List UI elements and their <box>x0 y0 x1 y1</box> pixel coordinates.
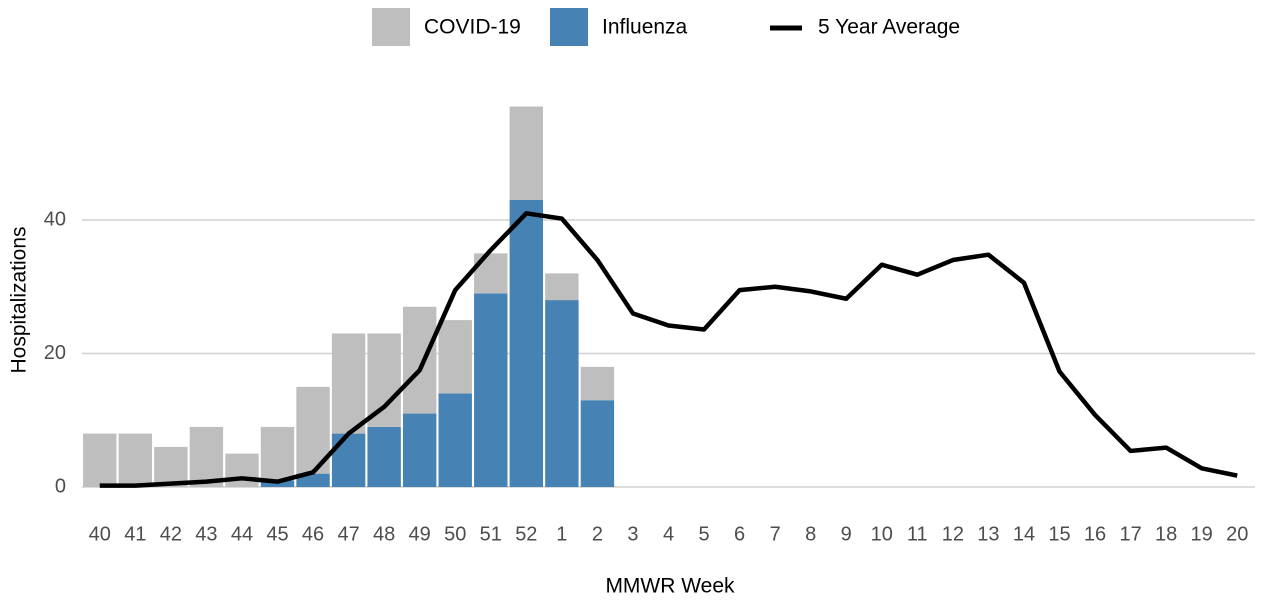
x-tick-label: 40 <box>89 523 111 545</box>
legend-swatch <box>372 8 410 46</box>
x-tick-label: 6 <box>734 523 745 545</box>
x-tick-label: 5 <box>698 523 709 545</box>
legend-swatch <box>550 8 588 46</box>
x-tick-label: 47 <box>337 523 359 545</box>
x-tick-label: 3 <box>627 523 638 545</box>
x-tick-label: 7 <box>770 523 781 545</box>
bar <box>331 333 366 434</box>
y-tick-label: 20 <box>44 342 66 364</box>
x-tick-label: 19 <box>1191 523 1213 545</box>
x-tick-label: 1 <box>556 523 567 545</box>
x-tick-label: 18 <box>1155 523 1177 545</box>
legend-label: 5 Year Average <box>818 16 960 39</box>
y-tick-label: 40 <box>44 208 66 230</box>
x-tick-label: 43 <box>195 523 217 545</box>
bar <box>118 433 153 487</box>
x-tick-label: 50 <box>444 523 466 545</box>
legend-label: Influenza <box>602 16 688 39</box>
x-tick-label: 46 <box>302 523 324 545</box>
bar <box>545 273 579 301</box>
x-tick-label: 14 <box>1013 523 1035 545</box>
bar <box>545 300 579 487</box>
x-tick-label: 15 <box>1048 523 1070 545</box>
bar <box>367 426 401 487</box>
bar <box>509 199 544 487</box>
bar <box>402 413 437 487</box>
line <box>99 211 1238 488</box>
x-tick-label: 48 <box>373 523 395 545</box>
y-tick-label: 0 <box>55 475 66 497</box>
bar <box>438 320 472 394</box>
bar <box>474 253 508 294</box>
bar <box>83 433 117 487</box>
bar <box>402 306 437 414</box>
bar <box>509 106 544 200</box>
x-tick-label: 12 <box>942 523 964 545</box>
bar <box>260 426 295 481</box>
x-axis-label: MMWR Week <box>605 575 735 598</box>
y-axis-label: Hospitalizations <box>8 226 31 373</box>
x-tick-label: 17 <box>1119 523 1141 545</box>
x-tick-label: 8 <box>805 523 816 545</box>
x-tick-label: 49 <box>409 523 431 545</box>
bar <box>154 446 188 487</box>
bar <box>331 433 366 487</box>
x-tick-label: 4 <box>663 523 674 545</box>
x-tick-label: 16 <box>1084 523 1106 545</box>
bar <box>580 400 615 487</box>
x-tick-label: 11 <box>907 523 928 545</box>
x-tick-label: 20 <box>1226 523 1248 545</box>
x-tick-label: 52 <box>515 523 537 545</box>
bar <box>367 333 401 427</box>
x-tick-label: 44 <box>231 523 253 545</box>
x-tick-label: 41 <box>124 523 146 545</box>
bar <box>474 293 508 487</box>
x-tick-label: 2 <box>592 523 603 545</box>
x-tick-label: 51 <box>480 523 502 545</box>
x-tick-label: 10 <box>871 523 893 545</box>
legend-label: COVID-19 <box>424 16 521 39</box>
x-tick-label: 45 <box>266 523 288 545</box>
x-tick-label: 9 <box>841 523 852 545</box>
bar <box>189 426 224 487</box>
bar <box>580 366 615 401</box>
x-tick-label: 42 <box>160 523 182 545</box>
bar <box>438 393 472 487</box>
bar <box>225 453 259 487</box>
bar <box>296 473 330 487</box>
x-tick-label: 13 <box>977 523 999 545</box>
